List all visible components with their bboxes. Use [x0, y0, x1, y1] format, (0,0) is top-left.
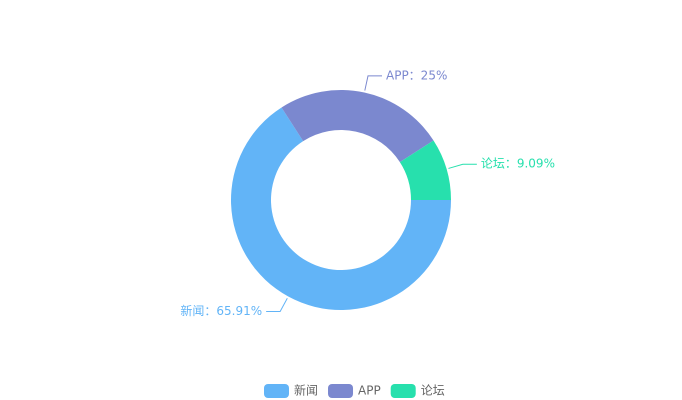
slice [399, 140, 451, 200]
data-label: 新闻：65.91% [180, 303, 262, 318]
legend-swatch[interactable] [328, 384, 354, 398]
data-label: APP：25% [386, 68, 447, 82]
slice [230, 107, 451, 311]
leader-line [448, 163, 477, 169]
legend-label[interactable]: 新闻 [294, 383, 318, 398]
legend-label[interactable]: APP [358, 384, 381, 398]
data-label: 论坛：9.09% [481, 157, 555, 171]
legend-swatch[interactable] [264, 384, 289, 398]
legend-swatch[interactable] [390, 384, 416, 398]
legend-label[interactable]: 论坛 [421, 384, 445, 398]
slice [281, 89, 434, 163]
leader-line [364, 75, 383, 91]
leader-line [266, 298, 288, 312]
